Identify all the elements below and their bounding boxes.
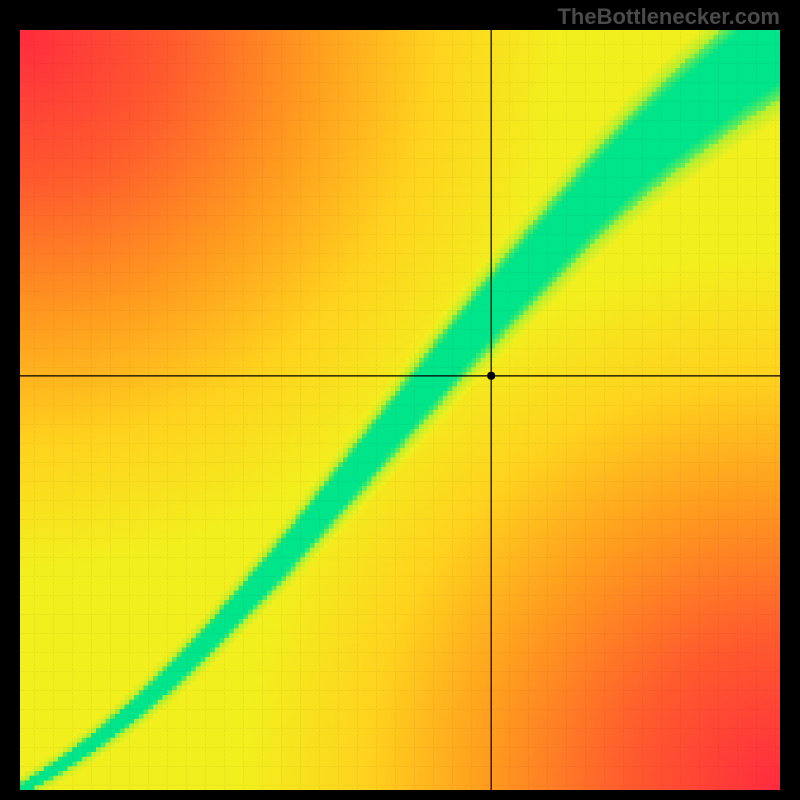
chart-container: TheBottlenecker.com <box>0 0 800 800</box>
watermark-text: TheBottlenecker.com <box>557 4 780 30</box>
bottleneck-heatmap <box>20 30 780 790</box>
